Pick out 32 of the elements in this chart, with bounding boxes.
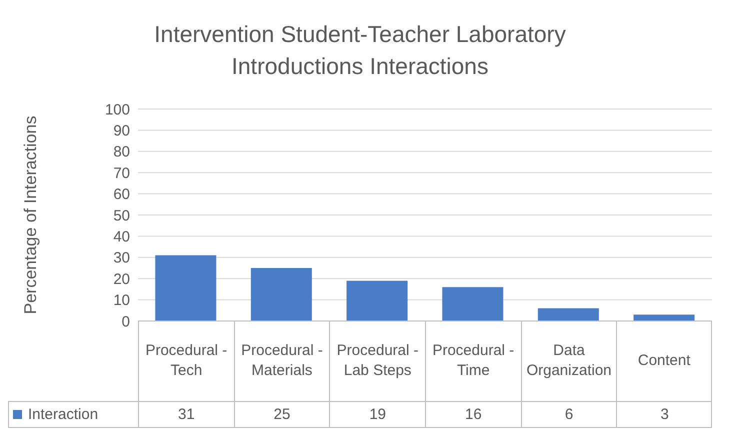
data-label: 31 (138, 402, 234, 427)
y-tick-label: 20 (113, 270, 130, 288)
bar (250, 268, 312, 321)
y-tick-label: 100 (104, 101, 130, 118)
y-tick-label: 50 (113, 207, 130, 224)
x-tick-label: Procedural - Time (425, 321, 521, 401)
x-tick-label: Procedural - Tech (138, 321, 234, 401)
bar (538, 308, 599, 321)
y-tick-label: 0 (122, 313, 130, 330)
y-tick-label: 10 (113, 292, 130, 310)
y-tick-label: 90 (113, 122, 130, 140)
x-tick-label: Content (616, 321, 712, 401)
data-label: 6 (520, 402, 616, 427)
bar (442, 287, 504, 321)
y-axis-title: Percentage of Interactions (21, 116, 40, 314)
data-label: 16 (425, 402, 521, 427)
bar (155, 255, 216, 321)
y-tick-label: 70 (113, 164, 130, 182)
data-label: 25 (234, 402, 330, 427)
legend-label: Interaction (27, 405, 98, 425)
data-label: 3 (616, 402, 712, 427)
x-tick-label: Data Organization (520, 321, 616, 401)
y-tick-label: 80 (113, 144, 130, 161)
bar (634, 314, 695, 321)
bar (346, 280, 408, 321)
y-tick-label: 30 (113, 250, 130, 267)
x-tick-label: Procedural - Materials (234, 321, 330, 401)
data-label: 19 (329, 402, 425, 427)
chart-title: Intervention Student-Teacher Laboratory Introductions Interactions (153, 20, 567, 81)
y-tick-label: 60 (113, 186, 130, 204)
y-tick-label: 40 (113, 228, 130, 246)
x-tick-label: Procedural - Lab Steps (329, 321, 425, 401)
